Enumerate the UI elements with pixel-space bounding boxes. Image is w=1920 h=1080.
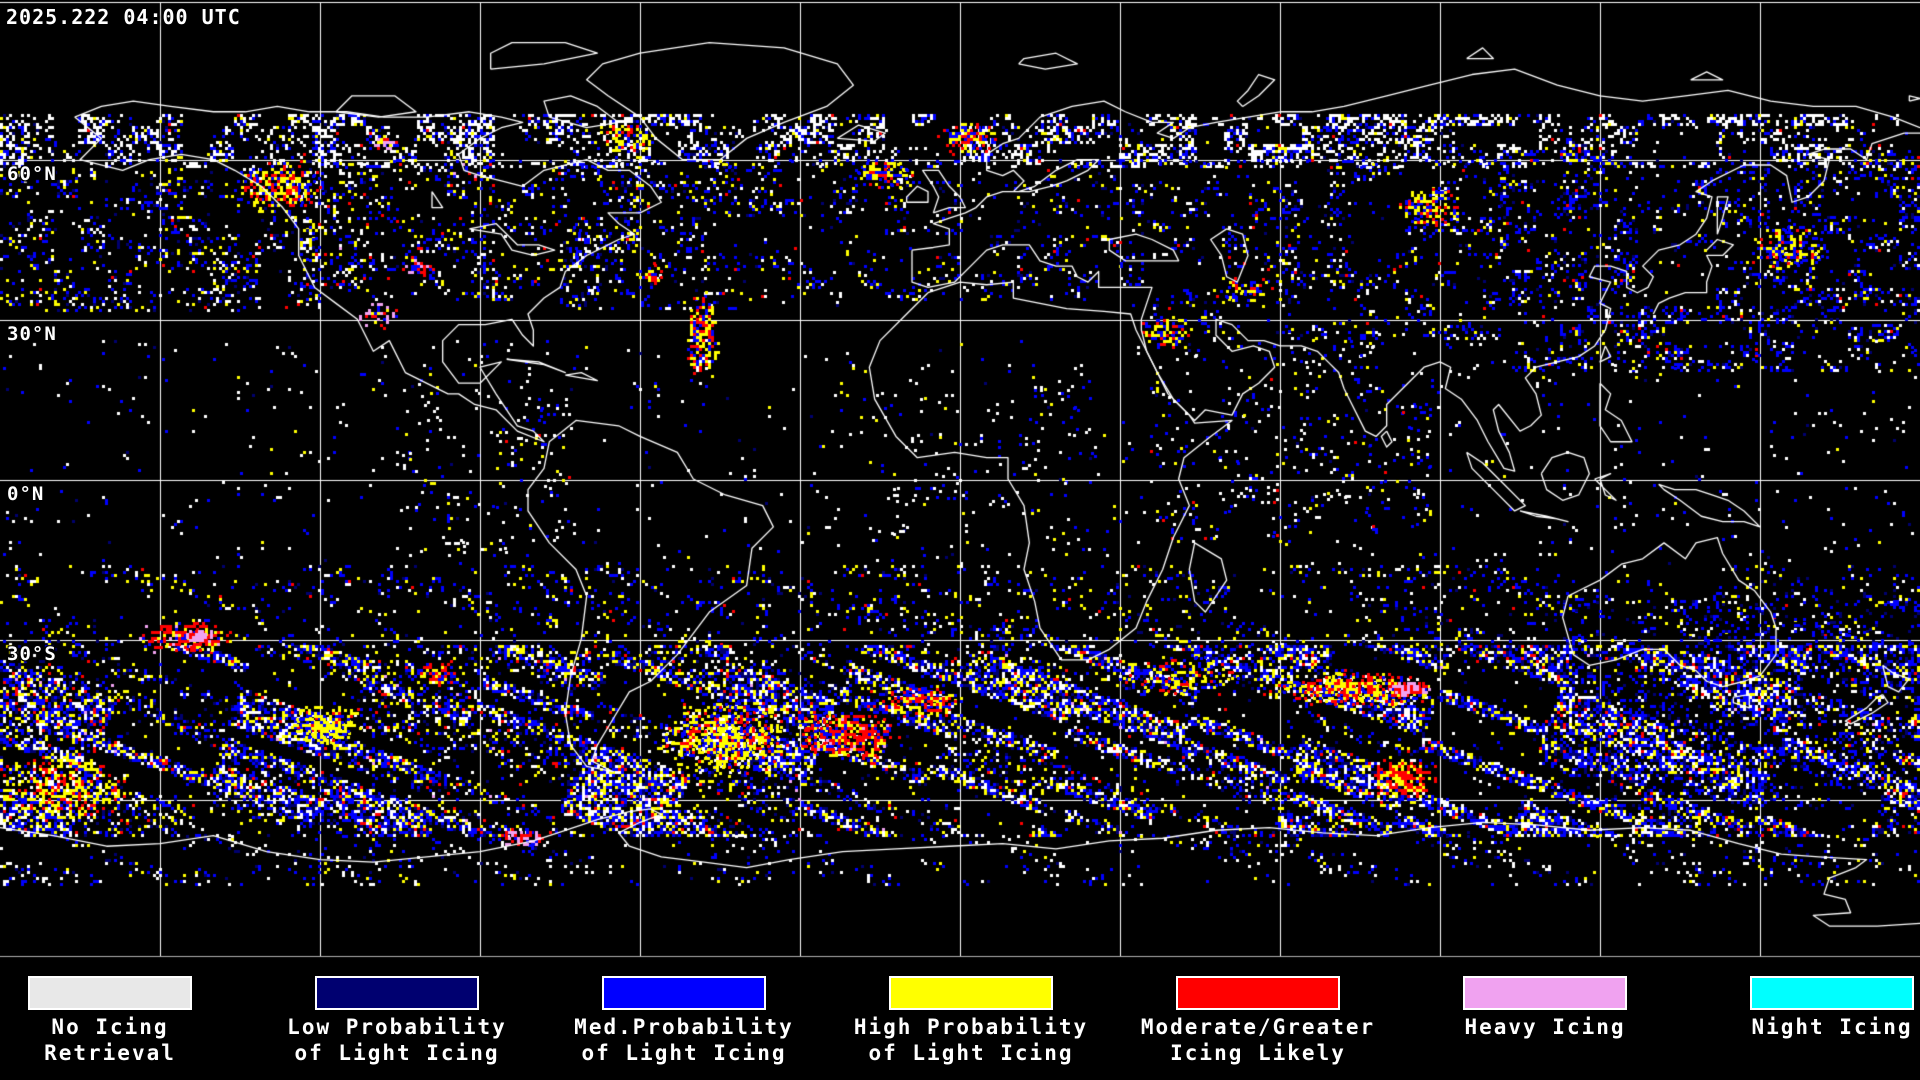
legend-label-line1: Night Icing bbox=[1751, 1015, 1913, 1039]
legend-swatch-med_prob bbox=[602, 976, 766, 1010]
legend-label-line1: Low Probability bbox=[287, 1015, 507, 1039]
legend-swatch-high_prob bbox=[889, 976, 1053, 1010]
legend-label-mod_greater: Moderate/Greater Icing Likely bbox=[1115, 1014, 1401, 1066]
legend-bar: No Icing Retrieval Low Probability of Light… bbox=[0, 958, 1920, 1080]
legend-label-line2: Icing Likely bbox=[1170, 1041, 1346, 1065]
legend-swatch-night bbox=[1750, 976, 1914, 1010]
legend-swatch-low_prob bbox=[315, 976, 479, 1010]
world-icing-map bbox=[0, 0, 1920, 958]
latitude-label: 30°N bbox=[7, 323, 57, 345]
timestamp-label: 2025.222 04:00 UTC bbox=[6, 5, 241, 29]
latitude-label: 60°N bbox=[7, 163, 57, 185]
legend-label-line1: High Probability bbox=[853, 1015, 1089, 1039]
legend-swatch-mod_greater bbox=[1176, 976, 1340, 1010]
legend-label-line2: Retrieval bbox=[44, 1041, 176, 1065]
latitude-label: 0°N bbox=[7, 483, 45, 505]
legend-label-line1: Heavy Icing bbox=[1464, 1015, 1626, 1039]
latitude-label: 30°S bbox=[7, 643, 57, 665]
legend-label-line2: of Light Icing bbox=[868, 1041, 1074, 1065]
legend-label-high_prob: High Probability of Light Icing bbox=[828, 1014, 1114, 1066]
legend-swatch-heavy bbox=[1463, 976, 1627, 1010]
legend-label-no_icing: No Icing Retrieval bbox=[0, 1014, 253, 1066]
legend-label-line2: of Light Icing bbox=[294, 1041, 500, 1065]
legend-label-line2: of Light Icing bbox=[581, 1041, 787, 1065]
legend-label-night: Night Icing bbox=[1689, 1014, 1920, 1040]
legend-swatch-no_icing bbox=[28, 976, 192, 1010]
legend-label-line1: Moderate/Greater bbox=[1140, 1015, 1376, 1039]
legend-label-med_prob: Med.Probability of Light Icing bbox=[541, 1014, 827, 1066]
legend-label-line1: Med.Probability bbox=[574, 1015, 794, 1039]
legend-label-heavy: Heavy Icing bbox=[1402, 1014, 1688, 1040]
legend-label-line1: No Icing bbox=[51, 1015, 169, 1039]
legend-label-low_prob: Low Probability of Light Icing bbox=[254, 1014, 540, 1066]
